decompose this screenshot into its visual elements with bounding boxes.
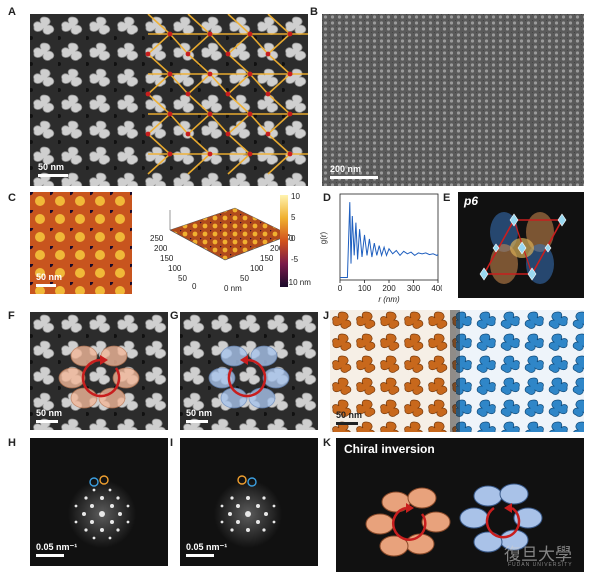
afm-y-tick-250: 250	[150, 234, 164, 243]
panel-j-scale-text: 50 nm	[336, 410, 363, 420]
panel-c-afm-3d: 250 200 150 100 50 0 0 nm 50 100 150 200…	[140, 190, 300, 302]
panel-h-fft: 0.05 nm⁻¹	[30, 438, 168, 566]
afm-colorbar	[280, 195, 288, 287]
chart-xtick-label: 300	[407, 284, 421, 293]
afm-y-tick-200: 200	[154, 244, 168, 253]
chart-xtick-label: 0	[338, 284, 343, 293]
panel-j-scale-bar	[336, 422, 358, 425]
afm-y-tick-150: 150	[160, 254, 174, 263]
panel-j-image: 50 nm	[330, 310, 584, 432]
panel-label-e: E	[443, 192, 451, 204]
panel-a-scale-bar	[38, 174, 68, 177]
afm-y-tick-100: 100	[168, 264, 182, 273]
panel-label-g: G	[170, 310, 179, 322]
panel-b-pattern	[322, 14, 584, 186]
panel-i-fft: 0.05 nm⁻¹	[180, 438, 318, 566]
afm-x-tick-0nm: 0 nm	[224, 284, 242, 293]
afm-y-tick-0: 0	[192, 282, 197, 291]
afm-y-tick-50: 50	[178, 274, 187, 283]
panel-b-scale-text: 200 nm	[330, 164, 362, 174]
panel-label-i: I	[170, 437, 174, 449]
panel-label-j: J	[323, 310, 330, 322]
panel-e-group-label: p6	[464, 194, 479, 208]
chart-xlabel: r (nm)	[378, 295, 400, 304]
panel-h-scale-text: 0.05 nm⁻¹	[36, 542, 78, 552]
panel-c-3d-surface	[169, 207, 291, 261]
panel-f-scale-text: 50 nm	[36, 408, 63, 418]
colorbar-tick-5: 5	[291, 213, 296, 222]
panel-f-image: 50 nm	[30, 312, 168, 430]
panel-d-chart: 0 100 200 300 400 r (nm) g(r)	[319, 193, 442, 304]
afm-x-tick-200: 200	[270, 244, 284, 253]
panel-c-afm-pattern	[30, 192, 132, 294]
panel-e-drawing	[479, 212, 567, 284]
colorbar-tick-10: 10	[291, 192, 300, 201]
panel-a-image: 50 nm	[30, 14, 308, 186]
panel-g-image: 50 nm	[180, 312, 318, 430]
panel-i-fft-pattern	[214, 475, 282, 548]
panel-i-scale-bar	[186, 554, 214, 557]
colorbar-tick-minus5: -5	[291, 255, 299, 264]
panel-label-f: F	[8, 310, 15, 322]
panel-a-scale-text: 50 nm	[38, 162, 65, 172]
fudan-watermark: 復旦大學	[504, 545, 572, 565]
panel-a-pattern	[30, 14, 308, 186]
chart-series-line	[340, 202, 439, 278]
chart-ylabel: g(r)	[319, 231, 328, 244]
chart-xtick-label: 400	[431, 284, 442, 293]
panel-label-d: D	[323, 192, 331, 204]
panel-h-fft-pattern	[68, 475, 136, 548]
panel-e-image: p6	[458, 192, 584, 298]
panel-f-scale-bar	[36, 420, 58, 423]
panel-k-drawing	[365, 483, 543, 557]
colorbar-tick-0: 0	[291, 234, 296, 243]
panel-c-scale-text: 50 nm	[36, 272, 63, 282]
chart-xtick-label: 200	[382, 284, 396, 293]
afm-x-tick-50: 50	[240, 274, 249, 283]
panel-g-drawing	[180, 312, 318, 430]
panel-c-afm-map: 50 nm	[30, 192, 132, 294]
panel-k-title: Chiral inversion	[344, 442, 435, 456]
panel-b-scale-bar	[330, 176, 378, 179]
fudan-watermark-sub: FUDAN UNIVERSITY	[508, 562, 573, 568]
panel-g-scale-text: 50 nm	[186, 408, 213, 418]
panel-i-scale-text: 0.05 nm⁻¹	[186, 542, 228, 552]
panel-label-b: B	[310, 6, 318, 18]
panel-c-scale-bar	[36, 284, 56, 287]
panel-k-image: Chiral inversion 復旦大學 FUDAN UNIVERSITY	[336, 438, 584, 572]
panel-h-scale-bar	[36, 554, 64, 557]
panel-label-k: K	[323, 437, 331, 449]
colorbar-tick-minus10: -10 nm	[286, 278, 311, 287]
panel-label-h: H	[8, 437, 16, 449]
panel-j-drawing	[330, 310, 584, 432]
panel-label-c: C	[8, 192, 16, 204]
afm-x-tick-150: 150	[260, 254, 274, 263]
chart-xtick-label: 100	[358, 284, 372, 293]
panel-g-scale-bar	[186, 420, 208, 423]
panel-f-drawing	[30, 312, 168, 430]
panel-b-image: 200 nm	[322, 14, 584, 186]
afm-x-tick-100: 100	[250, 264, 264, 273]
panel-label-a: A	[8, 6, 16, 18]
